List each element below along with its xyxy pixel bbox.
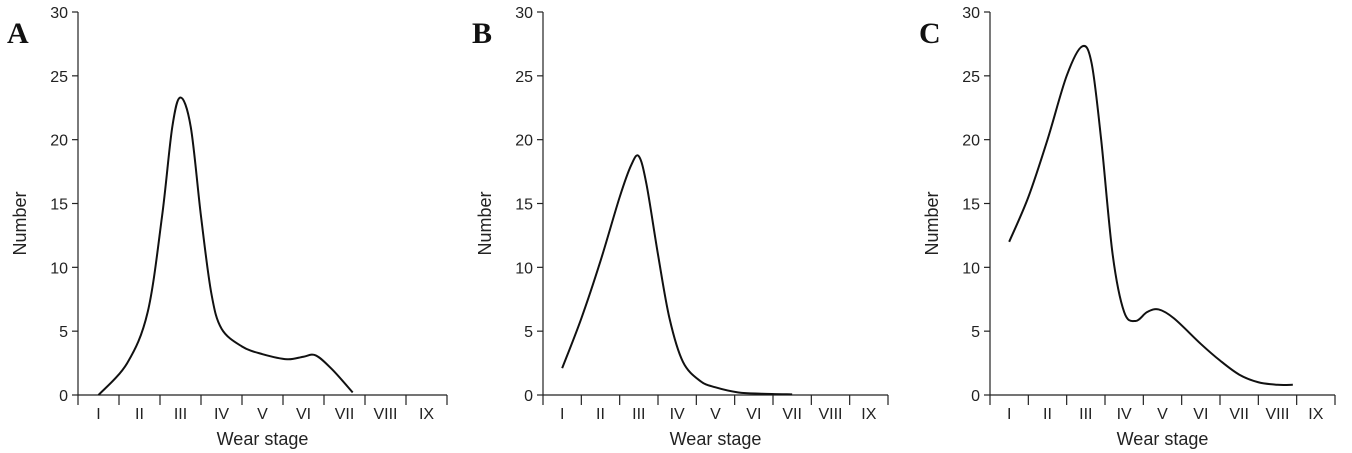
y-tick-label: 5 (59, 324, 68, 341)
x-axis-title: Wear stage (1117, 429, 1209, 449)
x-tick-label: IX (419, 406, 434, 423)
x-tick-label: IV (214, 406, 229, 423)
y-tick-label: 10 (50, 260, 68, 277)
x-tick-label: VII (335, 406, 355, 423)
panel-label: B (472, 17, 492, 50)
y-tick-label: 30 (515, 5, 533, 22)
x-tick-label: VII (1229, 406, 1249, 423)
x-axis-title: Wear stage (670, 429, 762, 449)
x-tick-label: VI (746, 406, 761, 423)
y-tick-label: 15 (962, 197, 980, 214)
y-tick-label: 5 (524, 324, 533, 341)
y-tick-label: 0 (59, 388, 68, 405)
x-tick-label: VIII (1265, 406, 1289, 423)
x-tick-label: IX (861, 406, 876, 423)
y-tick-label: 20 (515, 133, 533, 150)
panel-label: C (919, 17, 941, 50)
y-tick-label: 25 (962, 69, 980, 86)
x-tick-label: VIII (818, 406, 842, 423)
y-tick-label: 30 (50, 5, 68, 22)
y-tick-label: 0 (524, 388, 533, 405)
y-tick-label: 25 (515, 69, 533, 86)
y-tick-label: 10 (962, 260, 980, 277)
x-tick-label: IX (1308, 406, 1323, 423)
y-tick-label: 20 (962, 133, 980, 150)
x-tick-label: VI (296, 406, 311, 423)
x-tick-label: I (560, 406, 564, 423)
series-line (97, 96, 354, 396)
x-tick-label: V (710, 406, 721, 423)
y-axis-title: Number (475, 191, 495, 255)
y-tick-label: 0 (971, 388, 980, 405)
series-line (1008, 44, 1293, 386)
y-tick-label: 30 (962, 5, 980, 22)
x-tick-label: VI (1193, 406, 1208, 423)
y-tick-label: 10 (515, 260, 533, 277)
y-tick-label: 15 (50, 197, 68, 214)
y-axis-title: Number (922, 191, 942, 255)
x-tick-label: II (596, 406, 605, 423)
x-tick-label: II (1043, 406, 1052, 423)
x-tick-label: VII (782, 406, 802, 423)
x-tick-label: V (1157, 406, 1168, 423)
y-tick-label: 25 (50, 69, 68, 86)
x-tick-label: II (135, 406, 144, 423)
x-axis-title: Wear stage (217, 429, 309, 449)
series-line (561, 154, 793, 396)
panel-label: A (7, 17, 29, 50)
x-tick-label: V (257, 406, 268, 423)
x-tick-label: I (1007, 406, 1011, 423)
x-tick-label: IV (670, 406, 685, 423)
y-tick-label: 15 (515, 197, 533, 214)
y-axis-title: Number (10, 191, 30, 255)
y-tick-label: 5 (971, 324, 980, 341)
x-tick-label: I (96, 406, 100, 423)
y-tick-label: 20 (50, 133, 68, 150)
x-tick-label: III (174, 406, 187, 423)
x-tick-label: VIII (373, 406, 397, 423)
x-tick-label: III (632, 406, 645, 423)
x-tick-label: IV (1117, 406, 1132, 423)
x-tick-label: III (1079, 406, 1092, 423)
